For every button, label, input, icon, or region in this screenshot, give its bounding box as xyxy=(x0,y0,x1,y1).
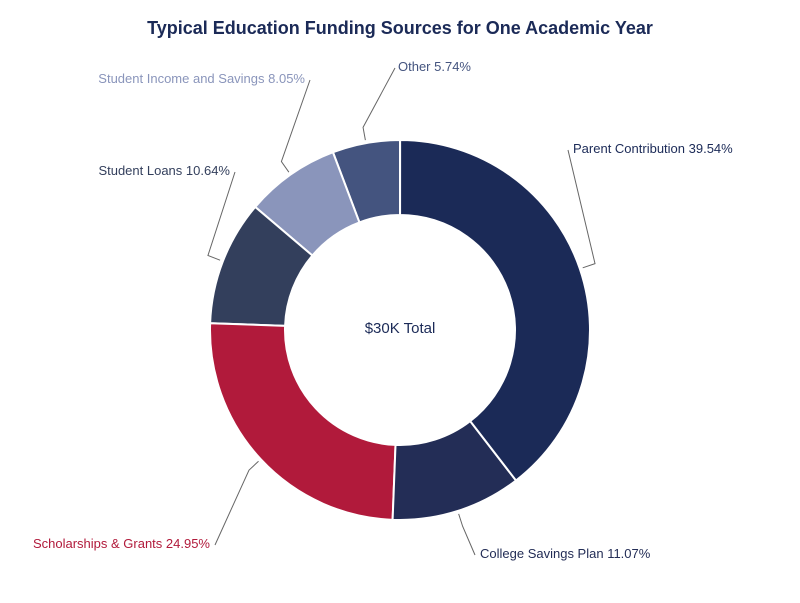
chart-container: { "chart": { "type": "donut", "title": "… xyxy=(0,0,800,603)
leader-line xyxy=(459,514,475,555)
slice-parent-contribution xyxy=(400,140,590,480)
donut-center-total: $30K Total xyxy=(350,320,450,337)
slice-scholarships-grants xyxy=(210,323,396,520)
leader-line xyxy=(363,68,395,140)
slice-label: Other 5.74% xyxy=(398,59,471,74)
slice-label: Parent Contribution 39.54% xyxy=(573,141,733,156)
donut-chart-svg xyxy=(0,0,800,603)
leader-line xyxy=(215,461,259,545)
slice-label: College Savings Plan 11.07% xyxy=(480,546,650,561)
leader-line xyxy=(281,80,310,172)
slice-label: Student Income and Savings 8.05% xyxy=(98,71,305,86)
slice-label: Scholarships & Grants 24.95% xyxy=(33,536,210,551)
slice-label: Student Loans 10.64% xyxy=(98,163,230,178)
